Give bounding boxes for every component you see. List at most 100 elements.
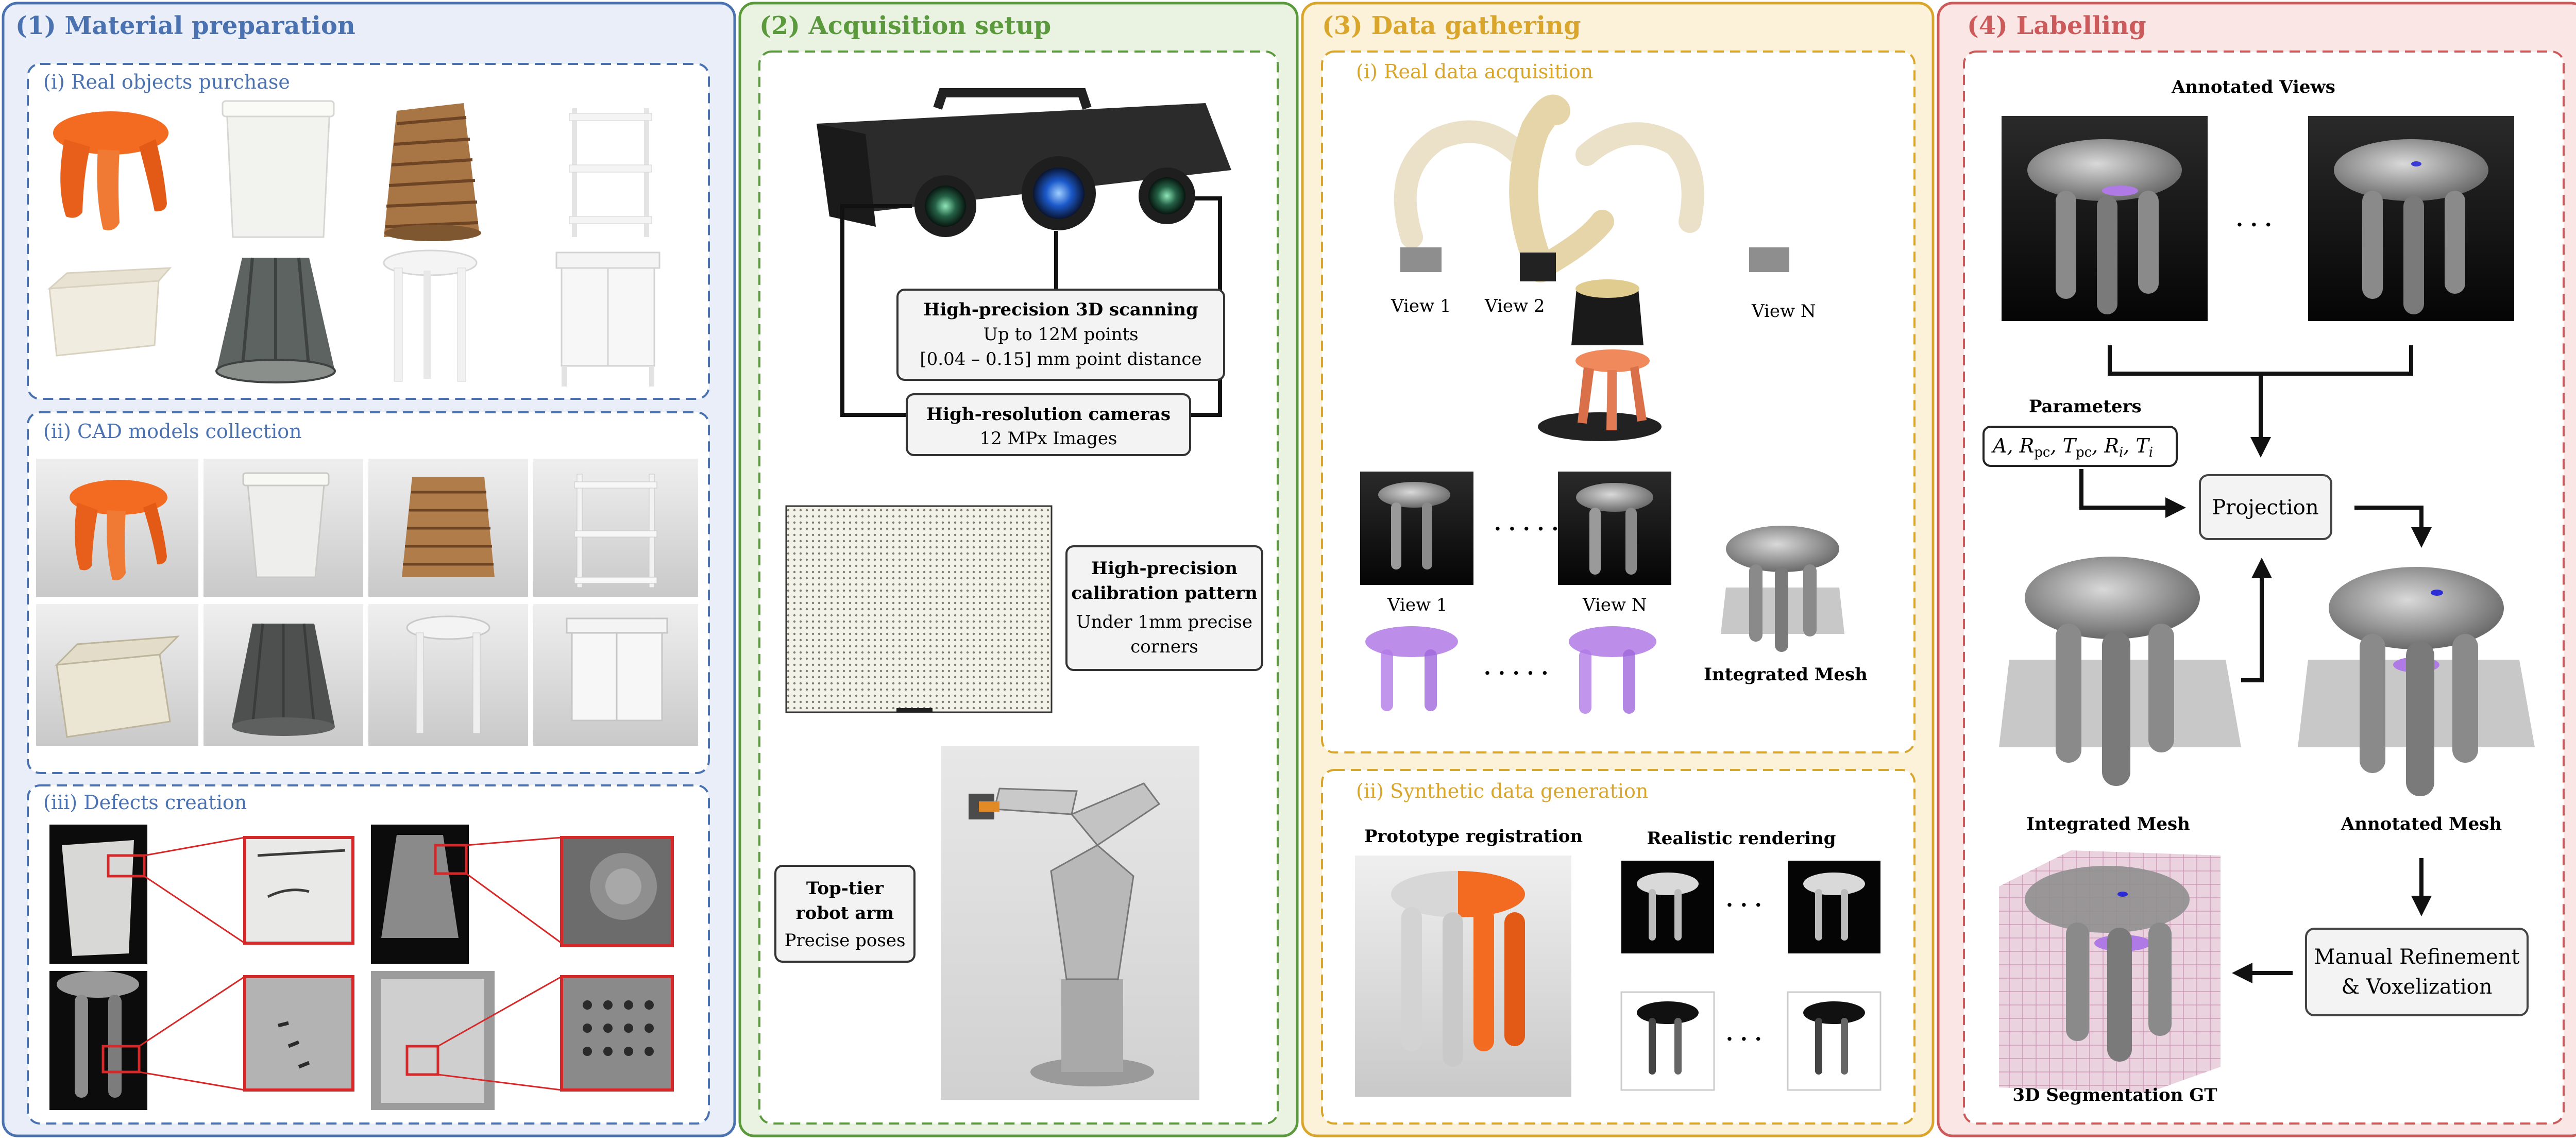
param-r: , R — [2092, 434, 2119, 457]
render-dots-bottom: · · · — [1726, 1027, 1762, 1051]
mesh-to-projection-arrow — [2241, 558, 2272, 682]
subpanel-title: (ii) Synthetic data generation — [1356, 780, 1648, 802]
param-t: , T — [2050, 434, 2077, 457]
subpanel-title: (iii) Defects creation — [43, 791, 247, 814]
integrated-mesh-image — [1999, 557, 2241, 786]
rendered-views — [1620, 861, 1882, 1091]
robot-title-2: robot arm — [796, 903, 894, 924]
robot-arms-illustration — [1394, 95, 1789, 345]
panel-title: (4) Labelling — [1967, 11, 2146, 40]
panel-title: (1) Material preparation — [15, 11, 355, 40]
integrated-mesh-thumb — [1721, 526, 1844, 652]
segmentation-gt-caption: 3D Segmentation GT — [2012, 1085, 2217, 1105]
cameras-info-box: High-resolution cameras 12 MPx Images — [906, 393, 1191, 456]
scan-title: High-precision 3D scanning — [923, 299, 1198, 320]
cad-wicker-basket — [402, 477, 495, 577]
cad-white-cabinet — [566, 617, 668, 722]
white-stool-photo — [383, 249, 478, 382]
param-a-rpc: A, R — [1991, 434, 2034, 457]
param-sub: pc — [2076, 445, 2092, 460]
annotated-mesh-image — [2298, 567, 2535, 796]
pointcloud-dots: · · · · · — [1484, 661, 1548, 685]
robot-arm-image — [941, 746, 1199, 1100]
join-arrows — [2108, 345, 2413, 458]
orange-stool-photo — [53, 111, 168, 230]
stool-on-turntable — [1538, 349, 1662, 441]
panel-acquisition-setup: (2) Acquisition setup High-precision 3D … — [738, 2, 1299, 1137]
panel-title: (3) Data gathering — [1322, 11, 1581, 40]
subpanel-title: (i) Real objects purchase — [43, 71, 290, 93]
cad-white-shelf — [574, 474, 657, 588]
integrated-mesh-caption: Integrated Mesh — [2026, 814, 2190, 834]
prototype-label: Prototype registration — [1364, 826, 1583, 847]
robot-line: Precise poses — [785, 930, 906, 951]
cad-orange-stool — [70, 480, 167, 581]
panel-title: (2) Acquisition setup — [759, 11, 1051, 40]
cameras-title: High-resolution cameras — [926, 404, 1171, 425]
view-2-label: View 2 — [1484, 296, 1545, 316]
annotated-mesh-caption: Annotated Mesh — [2341, 814, 2502, 834]
robot-title-1: Top-tier — [806, 878, 884, 899]
view-1-label: View 1 — [1391, 296, 1451, 316]
render-dots-top: · · · — [1726, 893, 1762, 917]
annotated-views-dots: · · · — [2236, 213, 2272, 237]
panel-labelling: (4) Labelling Annotated Views · · · Para… — [1937, 2, 2576, 1137]
calib-title-1: High-precision — [1091, 558, 1238, 579]
calibration-info-box: High-precision calibration pattern Under… — [1065, 545, 1263, 671]
cad-white-box — [54, 635, 180, 738]
param-sub: pc — [2034, 445, 2050, 460]
cad-white-stool — [406, 615, 490, 734]
cameras-resolution: 12 MPx Images — [979, 428, 1117, 449]
projection-label: Projection — [2212, 496, 2318, 519]
refinement-box: Manual Refinement & Voxelization — [2305, 928, 2529, 1016]
wicker-basket-photo — [384, 103, 481, 241]
point-cloud-views — [1365, 626, 1656, 714]
annotated-view-images — [2002, 116, 2514, 321]
manual-refinement-line1: Manual Refinement — [2314, 945, 2519, 969]
dark-lampshade-photo — [215, 257, 336, 383]
calib-line-1: Under 1mm precise — [1076, 612, 1252, 632]
calib-line-2: corners — [1130, 636, 1198, 657]
view-n-label: View N — [1751, 301, 1816, 322]
scan-distance: [0.04 – 0.15] mm point distance — [920, 349, 1201, 370]
projection-out-arrow — [2354, 506, 2432, 548]
integrated-mesh-label: Integrated Mesh — [1704, 664, 1868, 685]
param-ti: , T — [2123, 434, 2150, 457]
subpanel-title: (ii) CAD models collection — [43, 420, 302, 443]
cad-white-bin — [242, 472, 330, 578]
parameters-arrow — [2079, 469, 2186, 518]
scan-points: Up to 12M points — [983, 324, 1138, 345]
scanner-device — [817, 88, 1231, 237]
scanning-info-box: High-precision 3D scanning Up to 12M poi… — [896, 289, 1225, 381]
white-bin-photo — [222, 100, 335, 238]
param-sub: i — [2149, 445, 2153, 460]
defect-images — [49, 825, 674, 1110]
white-box-photo — [47, 267, 172, 357]
projection-box: Projection — [2199, 474, 2332, 540]
calibration-pattern-image — [785, 505, 1053, 713]
real-view-images — [1360, 472, 1671, 585]
manual-refinement-line2: & Voxelization — [2341, 975, 2492, 999]
cad-dark-lampshade — [232, 623, 335, 736]
segmentation-gt-image — [1999, 850, 2221, 1093]
view-dots: · · · · · — [1494, 517, 1558, 541]
calib-title-2: calibration pattern — [1071, 583, 1258, 603]
prototype-registration-image — [1355, 856, 1571, 1097]
robot-info-box: Top-tier robot arm Precise poses — [774, 865, 916, 963]
parameters-box: A, Rpc, Tpc, Ri, Ti — [1982, 426, 2178, 467]
subpanel-real-objects — [27, 63, 710, 400]
white-shelf-photo — [569, 108, 652, 237]
realistic-label: Realistic rendering — [1647, 828, 1836, 849]
view-1-caption: View 1 — [1387, 595, 1448, 615]
panel-data-gathering: (3) Data gathering (i) Real data acquisi… — [1301, 2, 1935, 1137]
subpanel-title: (i) Real data acquisition — [1356, 60, 1593, 83]
parameters-label: Parameters — [2029, 396, 2142, 417]
panel-material-preparation: (1) Material preparation (i) Real object… — [2, 2, 736, 1137]
subpanel-defects — [27, 784, 710, 1125]
view-n-caption: View N — [1582, 595, 1647, 615]
white-cabinet-photo — [555, 252, 660, 387]
annotated-views-label: Annotated Views — [2171, 77, 2335, 97]
param-sub: i — [2119, 445, 2123, 460]
svg-text:A, Rpc, Tpc, Ri, Ti: A, Rpc, Tpc, Ri, Ti — [1991, 434, 2153, 460]
